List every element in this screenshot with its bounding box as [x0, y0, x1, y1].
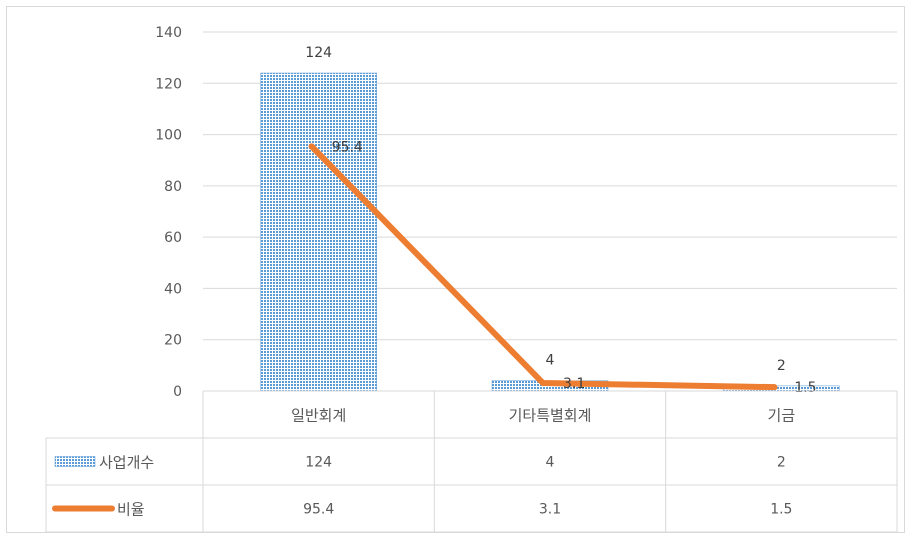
bar	[260, 72, 377, 392]
table-cell: 2	[777, 455, 786, 471]
table-row-header: 비율	[117, 501, 145, 519]
chart-frame	[6, 6, 905, 533]
category-label: 일반회계	[291, 407, 346, 425]
y-axis-ticks: 0 20 40 60 80 100 120 140	[155, 25, 182, 400]
category-label: 기타특별회계	[509, 407, 592, 425]
bar-value-label: 4	[546, 353, 555, 369]
line-series	[308, 143, 778, 391]
table-cell: 4	[546, 455, 555, 471]
y-tick-label: 140	[155, 25, 182, 41]
table-cell: 1.5	[770, 502, 792, 518]
table-cell: 3.1	[539, 502, 561, 518]
line-value-label: 1.5	[794, 380, 816, 396]
bar-value-label: 124	[305, 45, 332, 61]
y-tick-label: 60	[164, 230, 182, 246]
y-tick-label: 80	[164, 179, 182, 195]
line-value-label: 3.1	[563, 376, 585, 392]
y-tick-label: 0	[173, 384, 182, 400]
data-labels: 124 4 2 95.4 3.1 1.5	[305, 45, 816, 396]
y-tick-label: 20	[164, 333, 182, 349]
y-tick-label: 40	[164, 281, 182, 297]
line-series-path	[308, 143, 778, 391]
table-cell: 124	[305, 455, 332, 471]
bar-value-label: 2	[777, 358, 786, 374]
line-point	[771, 384, 778, 391]
y-tick-label: 100	[155, 128, 182, 144]
bar-series	[260, 72, 840, 392]
y-tick-label: 120	[155, 76, 182, 92]
category-label: 기금	[768, 407, 796, 425]
line-point	[308, 143, 315, 150]
table-row-header: 사업개수	[99, 454, 154, 472]
legend-key-bar	[54, 456, 96, 467]
table-cell: 95.4	[303, 502, 334, 518]
line-point	[540, 380, 546, 387]
line-value-label: 95.4	[332, 139, 363, 155]
